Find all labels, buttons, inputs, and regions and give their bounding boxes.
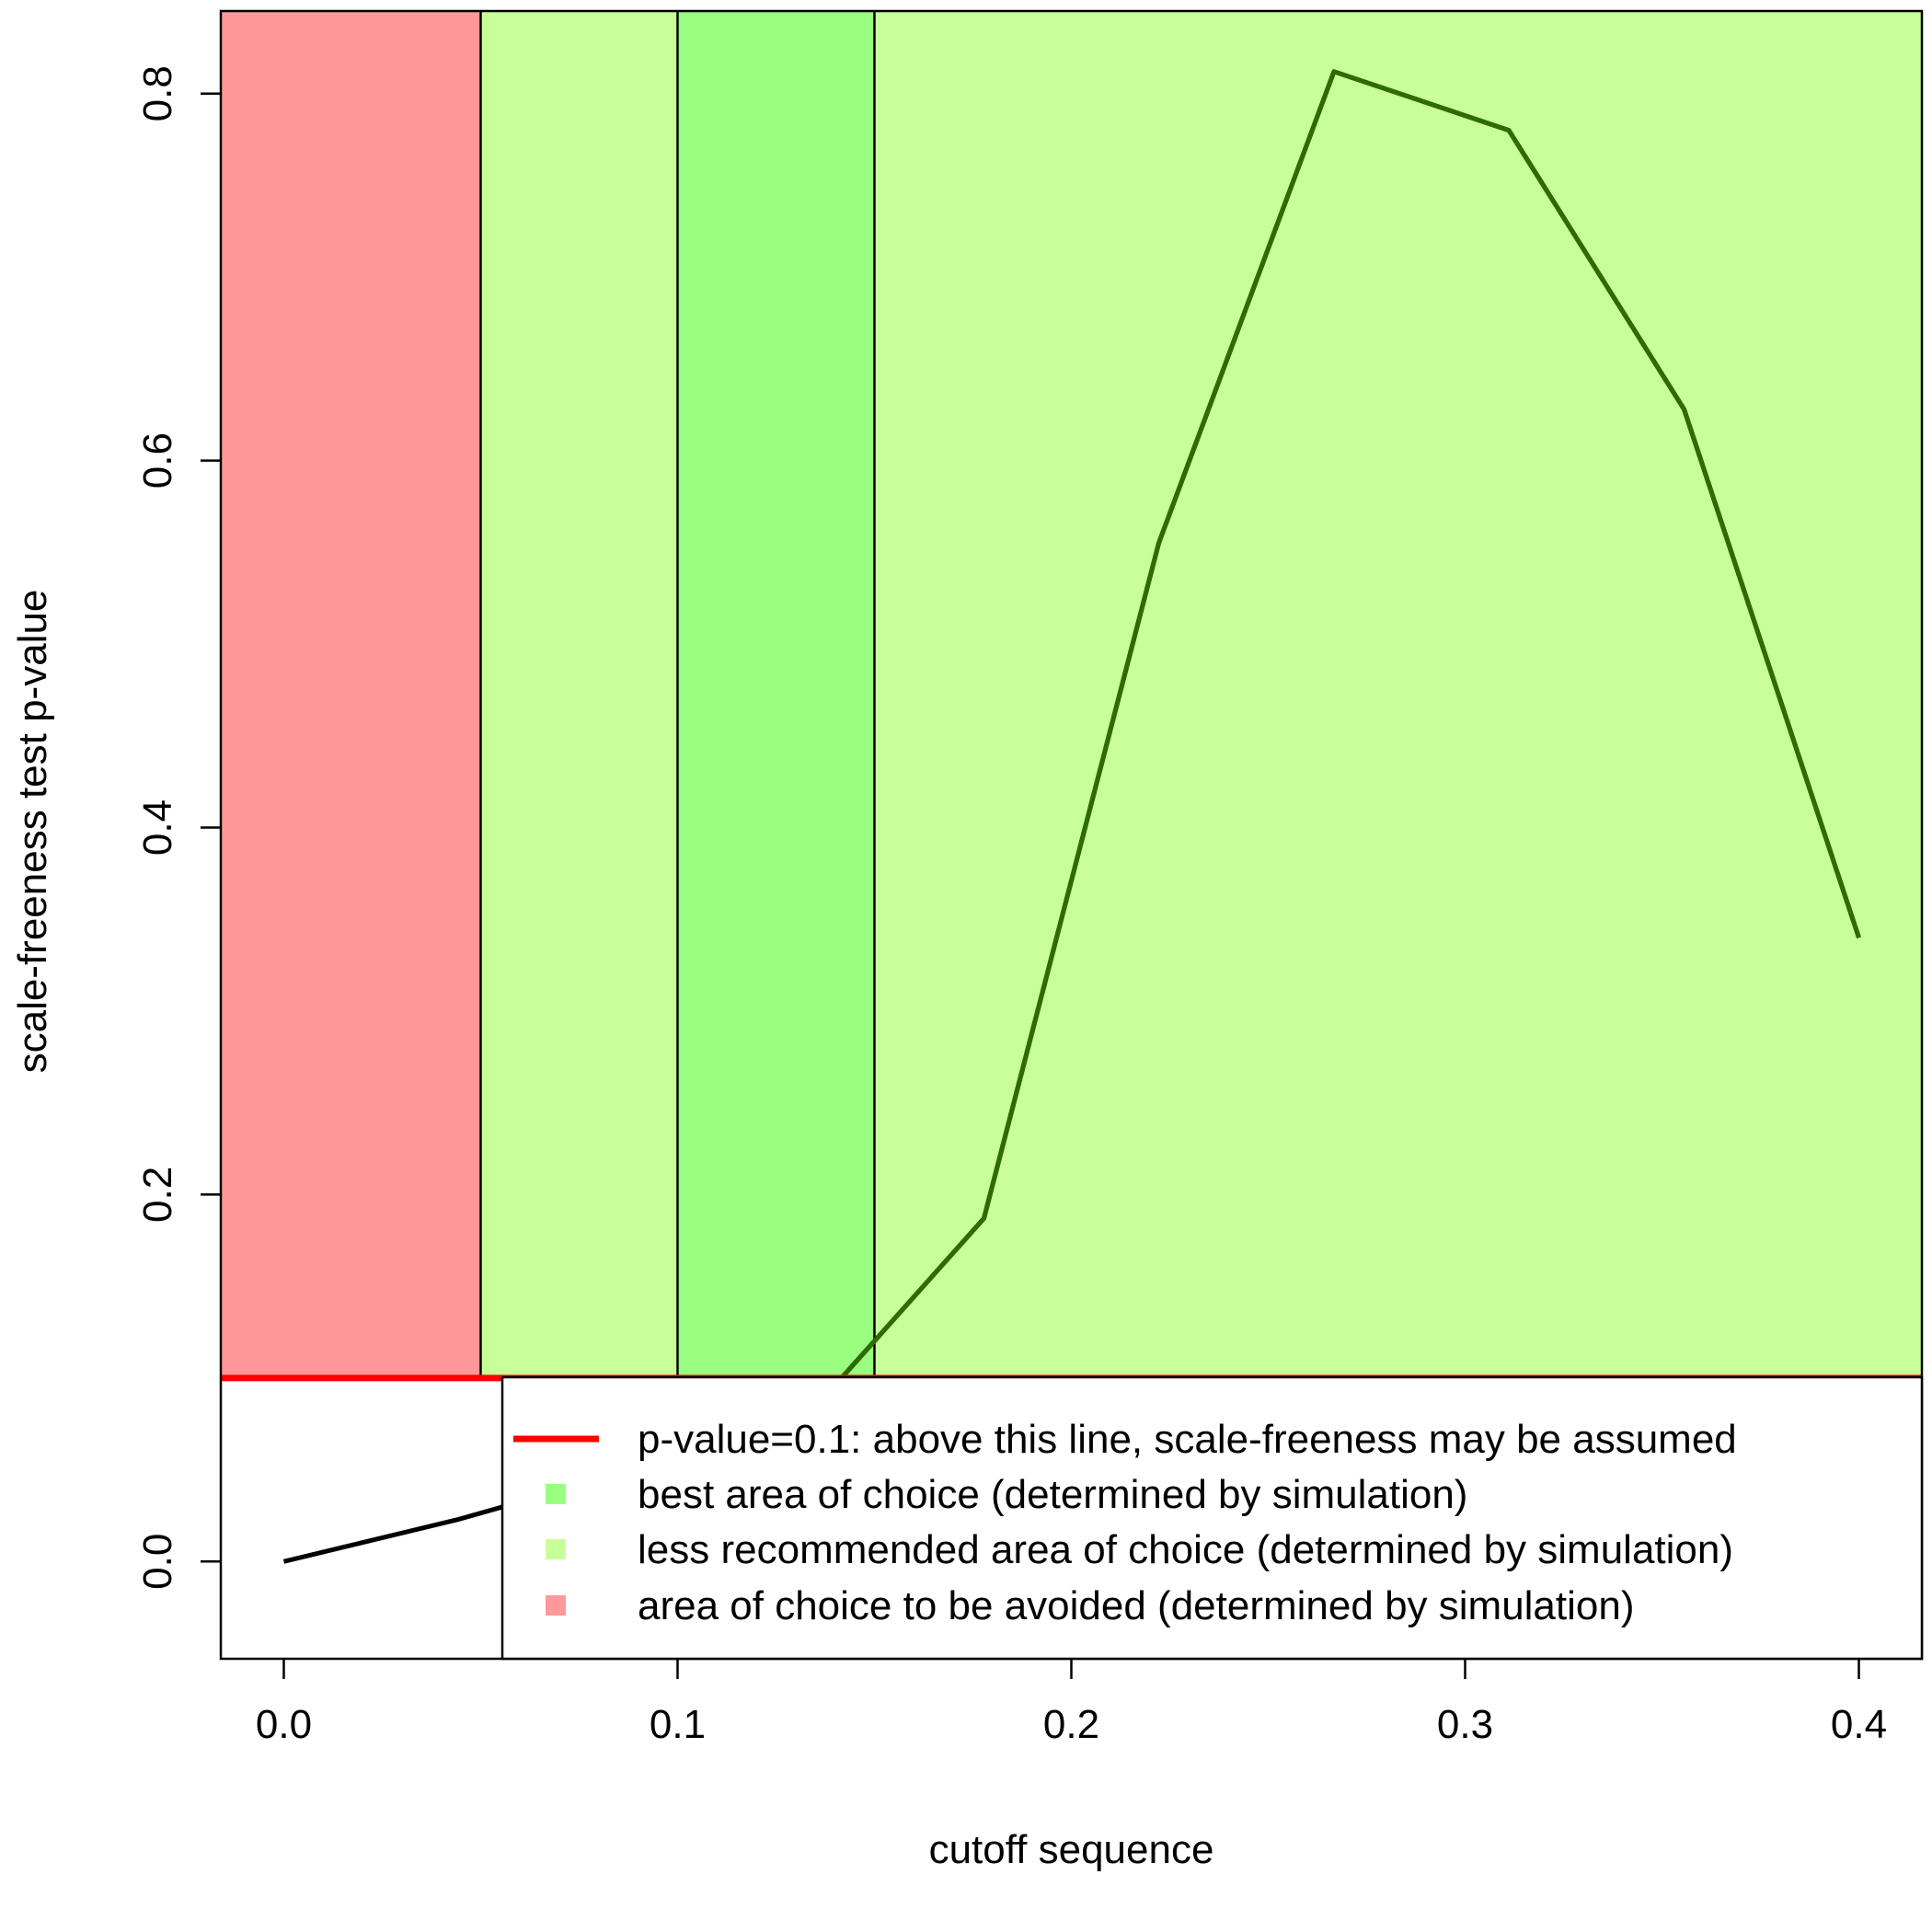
y-axis-title: scale-freeness test p-value xyxy=(10,590,55,1074)
x-tick-label: 0.2 xyxy=(1043,1702,1099,1747)
legend-label: area of choice to be avoided (determined… xyxy=(638,1583,1635,1628)
legend-label: p-value=0.1: above this line, scale-free… xyxy=(638,1417,1737,1462)
region-0 xyxy=(221,11,481,1378)
y-tick-label: 0.0 xyxy=(135,1534,180,1590)
x-tick-label: 0.4 xyxy=(1831,1702,1887,1747)
region-3 xyxy=(874,11,1922,1378)
legend-label: less recommended area of choice (determi… xyxy=(638,1527,1733,1572)
series-line-above-threshold-0 xyxy=(838,69,1861,1378)
legend-label: best area of choice (determined by simul… xyxy=(638,1472,1467,1517)
x-axis-title: cutoff sequence xyxy=(929,1827,1214,1872)
x-tick-label: 0.1 xyxy=(650,1702,706,1747)
x-axis: 0.0 0.1 0.2 0.3 0.4 xyxy=(256,1659,1887,1747)
y-tick-label: 0.6 xyxy=(135,432,180,489)
region-1 xyxy=(480,11,678,1378)
region-2 xyxy=(677,11,875,1378)
x-tick-label: 0.3 xyxy=(1437,1702,1493,1747)
y-tick-label: 0.4 xyxy=(135,799,180,856)
legend-box xyxy=(500,1375,1924,1661)
legend-square-key xyxy=(546,1484,566,1504)
x-tick-label: 0.0 xyxy=(256,1702,312,1747)
legend-square-key xyxy=(546,1539,566,1559)
shaded-regions xyxy=(221,11,1922,1378)
legend-square-key xyxy=(546,1595,566,1616)
y-tick-label: 0.8 xyxy=(135,65,180,121)
y-axis: 0.0 0.2 0.4 0.6 0.8 xyxy=(135,65,221,1590)
y-tick-label: 0.2 xyxy=(135,1167,180,1223)
region-boundaries xyxy=(479,11,876,1378)
legend: p-value=0.1: above this line, scale-free… xyxy=(500,1375,1924,1661)
